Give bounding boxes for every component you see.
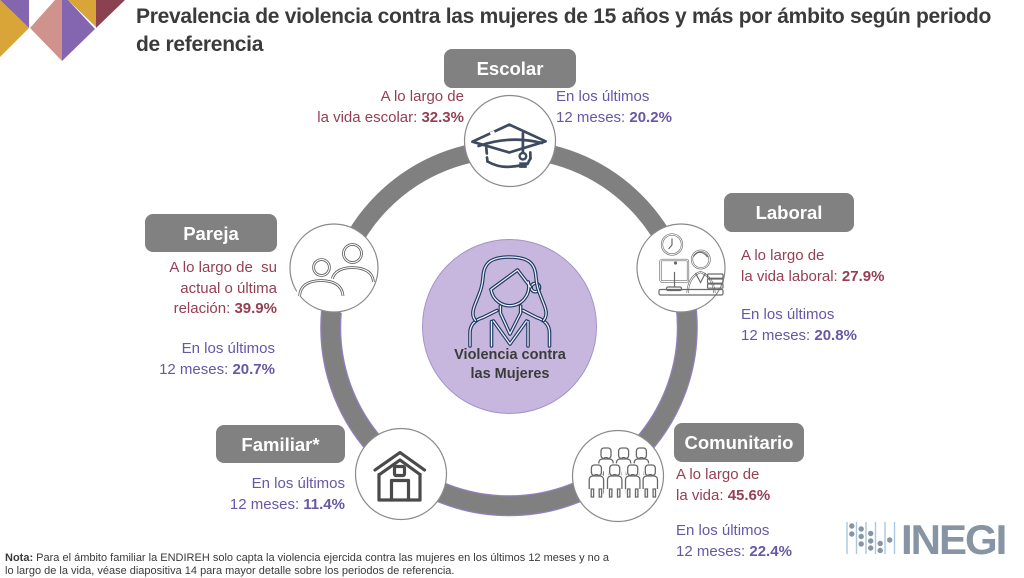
svg-text:INEGI: INEGI	[901, 516, 1005, 563]
